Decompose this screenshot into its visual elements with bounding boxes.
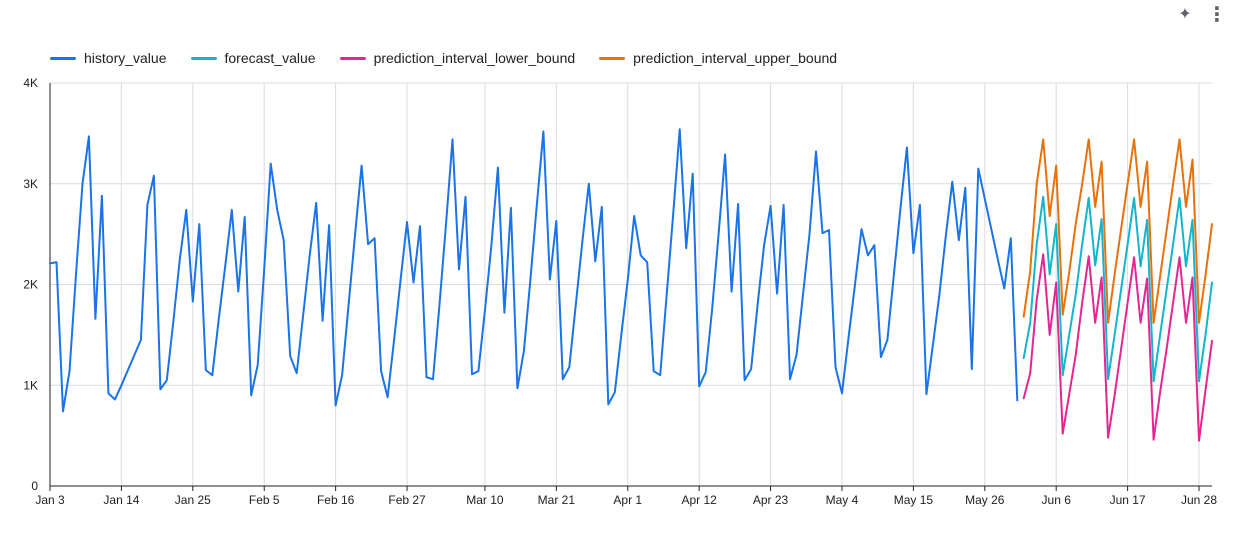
y-tick-label: 4K xyxy=(23,76,38,90)
legend-swatch-prediction-interval-lower-bound xyxy=(339,56,366,60)
legend-label: forecast_value xyxy=(224,50,316,66)
y-tick-label: 0 xyxy=(31,479,38,493)
y-tick-label: 2K xyxy=(23,278,38,292)
chart-toolbar: ✦ ⋮ xyxy=(1174,4,1228,26)
legend-item-prediction-interval-upper-bound[interactable]: prediction_interval_upper_bound xyxy=(599,50,837,66)
legend-swatch-forecast-value xyxy=(190,56,217,60)
series-line-prediction-interval-lower-bound[interactable] xyxy=(1022,253,1213,442)
x-axis: Jan 3 Jan 14 Jan 25 Feb 5 Feb 16 Feb 27 Mar 10… xyxy=(35,83,1217,507)
y-axis: 0 1K 2K 3K 4K xyxy=(23,76,1212,493)
more-vert-icon[interactable]: ⋮ xyxy=(1207,4,1227,26)
y-tick-label: 1K xyxy=(23,378,38,392)
legend-label: prediction_interval_lower_bound xyxy=(373,50,576,66)
x-tick-label: Jan 14 xyxy=(103,493,139,507)
chart-legend: history_value forecast_value prediction_… xyxy=(50,50,837,66)
x-tick-label: Jan 25 xyxy=(175,493,211,507)
series-line-prediction-interval-upper-bound[interactable] xyxy=(1022,138,1213,324)
legend-label: prediction_interval_upper_bound xyxy=(633,50,838,66)
legend-label: history_value xyxy=(84,50,167,66)
x-tick-label: Jun 6 xyxy=(1042,493,1072,507)
x-tick-label: Jun 28 xyxy=(1181,493,1217,507)
x-tick-label: May 4 xyxy=(826,493,859,507)
legend-item-history-value[interactable]: history_value xyxy=(50,50,167,66)
x-tick-label: Jun 17 xyxy=(1110,493,1146,507)
sparkle-icon[interactable]: ✦ xyxy=(1178,6,1192,23)
series-line-forecast-value[interactable] xyxy=(1022,195,1213,383)
x-tick-label: Apr 12 xyxy=(681,493,717,507)
y-tick-label: 3K xyxy=(23,177,38,191)
legend-item-prediction-interval-lower-bound[interactable]: prediction_interval_lower_bound xyxy=(339,50,576,66)
x-tick-label: Mar 10 xyxy=(466,493,504,507)
legend-swatch-prediction-interval-upper-bound xyxy=(599,56,626,60)
legend-swatch-history-value xyxy=(50,56,76,60)
x-tick-label: May 26 xyxy=(965,493,1005,507)
x-tick-label: Feb 16 xyxy=(317,493,355,507)
x-tick-label: Jan 3 xyxy=(35,493,65,507)
x-tick-label: Mar 21 xyxy=(538,493,576,507)
x-tick-label: Apr 1 xyxy=(613,493,642,507)
legend-item-forecast-value[interactable]: forecast_value xyxy=(190,50,316,66)
x-tick-label: Apr 23 xyxy=(753,493,789,507)
x-tick-label: Feb 5 xyxy=(249,493,280,507)
series-line-history-value[interactable] xyxy=(49,128,1019,413)
x-tick-label: Feb 27 xyxy=(388,493,426,507)
x-tick-label: May 15 xyxy=(894,493,934,507)
